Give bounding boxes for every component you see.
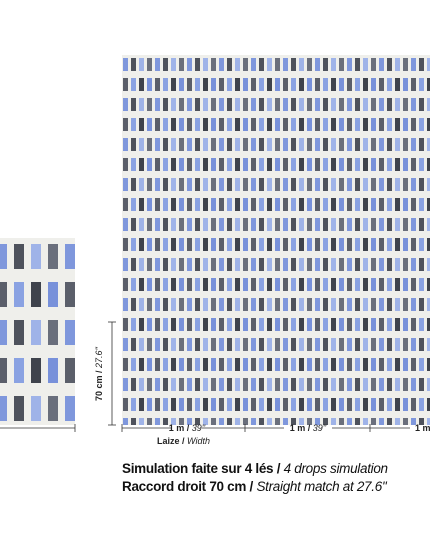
caption-en: 4 drops simulation [283,461,388,476]
height-metric: 70 cm / [94,370,104,401]
wallpaper-panel [122,55,430,425]
wallpaper-swatch [0,238,75,425]
height-imperial: 27.6'' [94,347,104,369]
caption-en: Straight match at 27.6'' [256,479,387,494]
dimension-lines [0,321,410,432]
width-label: 1 m [415,423,430,433]
caption-line: Raccord droit 70 cm / Straight match at … [122,479,387,494]
width-label: 1 m / 39'' [290,423,327,433]
caption-fr: Simulation faite sur 4 lés / [122,461,281,476]
width-metric: 1 m / [290,423,311,433]
width-label: 1 m / 39'' [169,423,206,433]
width-metric: 1 m / [169,423,190,433]
laize-fr: Laize / [157,436,185,446]
laize-label: Laize / Width [157,436,210,446]
height-label: 70 cm / 27.6'' [94,347,104,401]
caption-fr: Raccord droit 70 cm / [122,479,253,494]
laize-en: Width [187,436,210,446]
width-imperial: 39'' [313,423,327,433]
width-imperial: 39'' [192,423,206,433]
caption-line: Simulation faite sur 4 lés / 4 drops sim… [122,461,388,476]
